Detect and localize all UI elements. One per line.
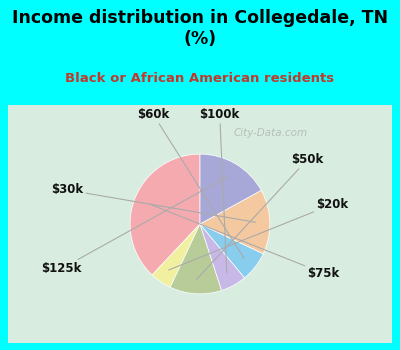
Text: $75k: $75k (148, 204, 340, 280)
Text: $125k: $125k (41, 176, 228, 275)
Wedge shape (170, 224, 222, 294)
Wedge shape (200, 190, 270, 254)
Wedge shape (200, 224, 263, 278)
Text: $50k: $50k (196, 153, 324, 279)
Text: $20k: $20k (169, 198, 349, 270)
Wedge shape (200, 154, 261, 224)
Text: Black or African American residents: Black or African American residents (66, 72, 334, 85)
Wedge shape (152, 224, 200, 287)
Text: $30k: $30k (51, 183, 256, 222)
Text: $100k: $100k (200, 108, 240, 273)
Text: City-Data.com: City-Data.com (233, 128, 308, 138)
Wedge shape (200, 224, 244, 290)
Text: Income distribution in Collegedale, TN
(%): Income distribution in Collegedale, TN (… (12, 9, 388, 48)
Text: $60k: $60k (137, 108, 244, 258)
Wedge shape (130, 154, 200, 275)
